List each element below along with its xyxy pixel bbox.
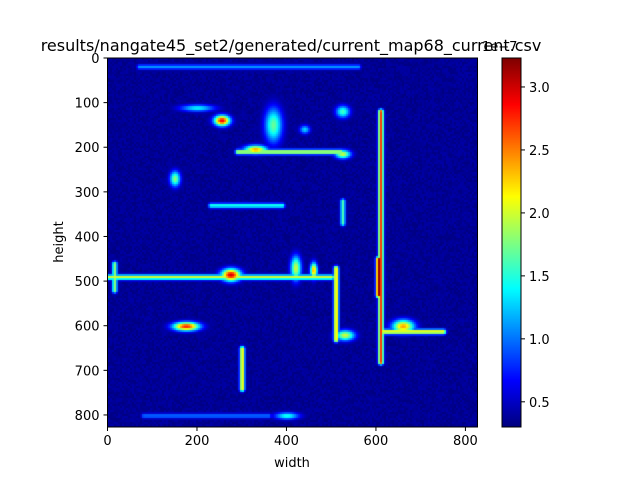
colorbar-tick-label: 3.0	[529, 81, 550, 96]
colorbar-frame	[501, 57, 522, 428]
colorbar-tick-label: 0.5	[529, 396, 550, 411]
x-axis: 0 200 400 600 800	[103, 427, 478, 449]
colorbar-tick-label: 2.5	[529, 144, 550, 159]
heatmap-panel	[107, 57, 478, 428]
heatmap-frame	[107, 57, 478, 428]
chart-title: results/nangate45_set2/generated/current…	[41, 36, 542, 56]
heatmap-image	[107, 58, 478, 427]
colorbar-tick-label: 1.0	[529, 333, 550, 348]
colorbar-ticks: 0.5 1.0 1.5 2.0 2.5 3.0	[521, 81, 550, 411]
colorbar-tick-label: 1.5	[529, 270, 550, 285]
y-tick-label: 100	[75, 97, 100, 112]
y-tick-label: 800	[75, 409, 100, 424]
x-axis-label: width	[274, 456, 310, 471]
colorbar-gradient	[502, 58, 521, 427]
x-tick-label: 200	[185, 434, 210, 449]
colorbar-scale-label: 1e−7	[482, 40, 517, 55]
x-tick-label: 600	[364, 434, 389, 449]
y-axis-label: height	[52, 221, 67, 262]
y-tick-label: 0	[91, 52, 99, 67]
colorbar-tick-label: 2.0	[529, 207, 550, 222]
x-tick-label: 800	[453, 434, 478, 449]
y-tick-label: 600	[75, 320, 100, 335]
y-tick-label: 400	[75, 230, 100, 245]
colorbar: 0.5 1.0 1.5 2.0 2.5 3.0 1e−7	[482, 40, 550, 428]
x-tick-label: 0	[103, 434, 111, 449]
y-tick-label: 700	[75, 364, 100, 379]
y-tick-label: 200	[75, 141, 100, 156]
x-tick-label: 400	[274, 434, 299, 449]
y-tick-label: 500	[75, 275, 100, 290]
y-tick-label: 300	[75, 186, 100, 201]
y-axis: 0 100 200 300 400 500 600 700 800	[75, 52, 108, 424]
